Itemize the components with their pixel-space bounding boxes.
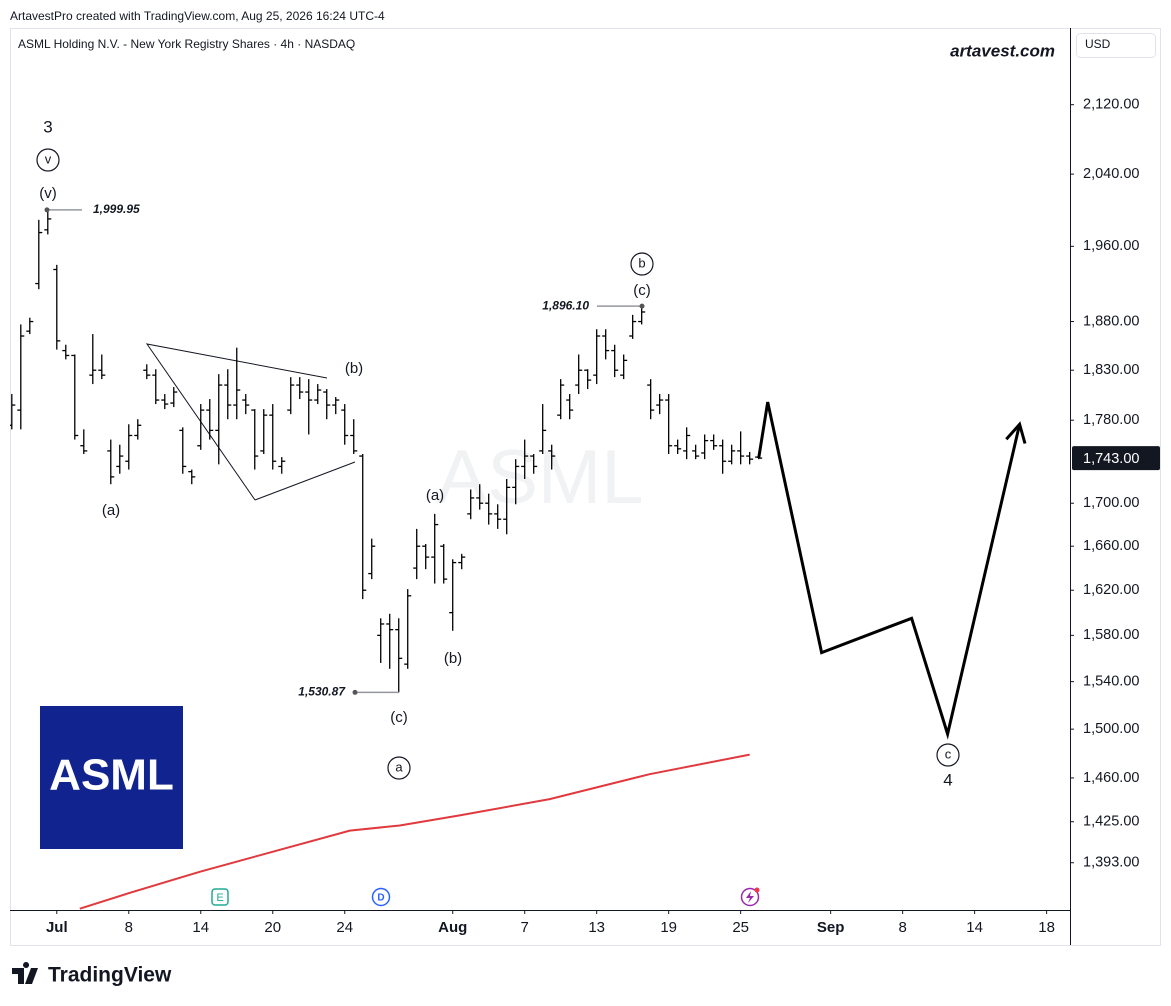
wave-label: (a)	[102, 502, 120, 519]
x-tick-label: 8	[125, 919, 133, 936]
lightning	[746, 891, 754, 903]
x-tick-label: Jul	[46, 919, 68, 936]
annotation-circle	[936, 743, 960, 767]
logo-text: ASML	[49, 751, 174, 800]
tv-logo	[12, 962, 38, 984]
x-tick-label: 19	[660, 919, 677, 936]
y-tick-label: 1,700.00	[1083, 495, 1139, 511]
earnings-label: E	[216, 892, 223, 904]
wave-label: a	[395, 759, 403, 774]
last-price-label: 1,743.00	[1083, 451, 1139, 467]
y-tick-label: 1,960.00	[1083, 238, 1139, 254]
wave-label: v	[45, 151, 52, 166]
credit: ArtavestPro created with TradingView.com…	[10, 9, 385, 23]
y-tick-label: 1,460.00	[1083, 770, 1139, 786]
x-tick-label: 25	[732, 919, 749, 936]
price-marker-dot	[44, 207, 50, 213]
price-marker-dot	[352, 689, 358, 695]
x-tick-label: 14	[966, 919, 983, 936]
wave-label: b	[638, 255, 645, 270]
wave-label: 4	[943, 770, 952, 789]
projection-path	[757, 401, 1022, 740]
x-tick-label: 24	[336, 919, 353, 936]
wave-label: c	[945, 746, 952, 761]
watermark: ASML	[437, 435, 644, 520]
wave-label: (c)	[633, 282, 651, 299]
dividend-icon[interactable]	[371, 887, 391, 907]
x-tick-label: Sep	[817, 919, 845, 936]
price-label: 1,896.10	[542, 298, 589, 312]
projection-arrowhead	[1005, 421, 1027, 444]
y-tick-label: 1,500.00	[1083, 721, 1139, 737]
tv-logo-mark	[12, 962, 38, 984]
x-tick-label: 18	[1038, 919, 1055, 936]
y-tick-label: 1,393.00	[1083, 855, 1139, 871]
price-label: 1,530.87	[298, 685, 346, 699]
wave-label: (b)	[444, 650, 462, 667]
y-tick-label: 1,540.00	[1083, 673, 1139, 689]
wave-label: 3	[43, 117, 52, 136]
wave-label: (a)	[426, 487, 444, 504]
wave-label: (b)	[345, 360, 363, 377]
chart-frame	[10, 28, 1161, 946]
price-label: 1,999.95	[93, 202, 140, 216]
last-price-badge	[1072, 446, 1160, 471]
wave-label: (c)	[390, 709, 408, 726]
y-tick-label: 1,580.00	[1083, 627, 1139, 643]
annotation-circle	[387, 756, 411, 780]
annotation-circle	[630, 252, 654, 276]
x-tick-label: 14	[192, 919, 209, 936]
y-tick-label: 1,880.00	[1083, 313, 1139, 329]
x-tick-label: 13	[588, 919, 605, 936]
x-tick-label: 7	[521, 919, 529, 936]
dividend-label: D	[377, 893, 384, 904]
logo-box	[40, 706, 183, 849]
earnings-icon[interactable]	[211, 888, 229, 906]
y-tick-label: 2,120.00	[1083, 97, 1139, 113]
alert-dot	[754, 887, 760, 893]
y-tick-label: 1,660.00	[1083, 538, 1139, 554]
currency: USD	[1085, 37, 1111, 51]
chart-title: ASML Holding N.V. - New York Registry Sh…	[18, 37, 355, 51]
wave-label: (v)	[39, 185, 57, 202]
y-tick-label: 1,425.00	[1083, 814, 1139, 830]
plot	[10, 209, 1027, 910]
y-tick-label: 1,830.00	[1083, 362, 1139, 378]
y-tick-label: 1,780.00	[1083, 412, 1139, 428]
moving-average	[79, 753, 750, 910]
x-tick-label: 8	[898, 919, 906, 936]
currency-box[interactable]	[1076, 33, 1156, 58]
footer-brand: TradingView	[48, 964, 172, 987]
y-tick-label: 2,040.00	[1083, 166, 1139, 182]
price-marker-dot	[639, 303, 645, 309]
annotation-circle	[36, 148, 60, 172]
x-tick-label: Aug	[438, 919, 467, 936]
site: artavest.com	[950, 41, 1055, 60]
x-tick-label: 20	[264, 919, 281, 936]
y-tick-label: 1,620.00	[1083, 582, 1139, 598]
triangle-line	[254, 461, 356, 501]
